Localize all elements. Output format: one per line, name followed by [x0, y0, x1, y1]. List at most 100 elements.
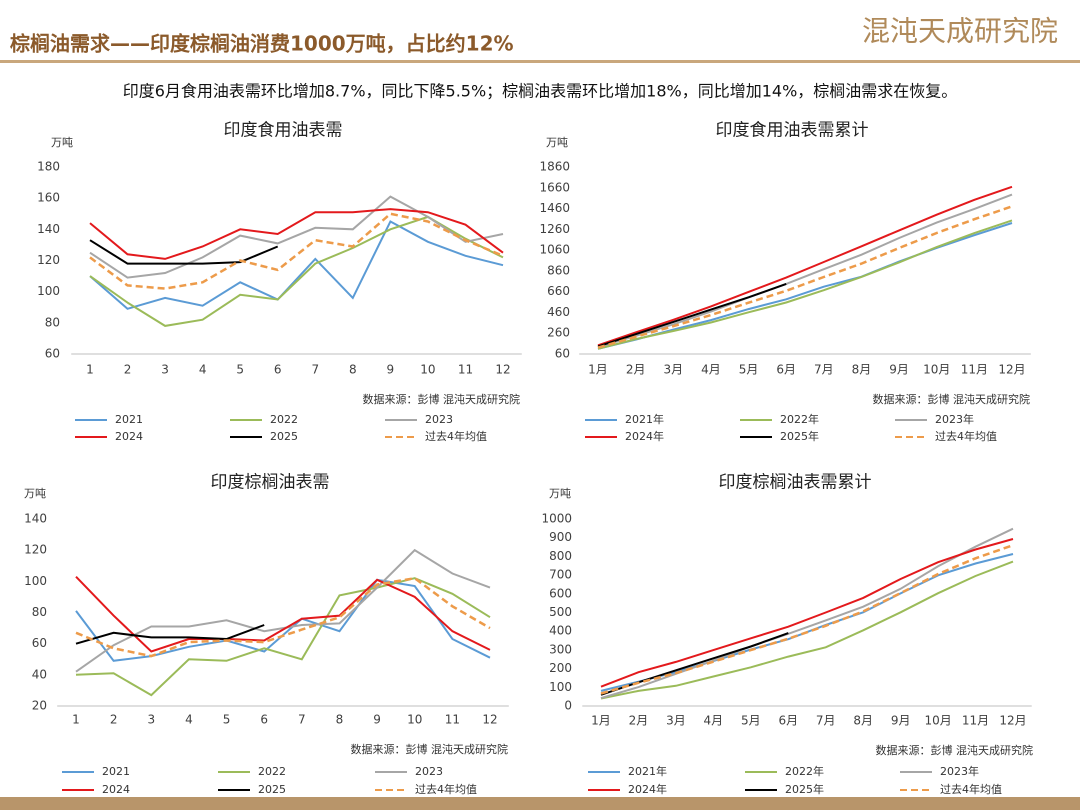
y-tick-label: 500: [549, 605, 572, 619]
x-tick-label: 5月: [739, 363, 759, 377]
y-tick-label: 600: [549, 586, 572, 600]
legend-label: 2021年: [625, 412, 664, 426]
x-tick-label: 2月: [629, 714, 649, 728]
legend-label: 2025: [270, 430, 298, 443]
x-tick-label: 6月: [776, 363, 796, 377]
x-tick-label: 12月: [998, 363, 1025, 377]
x-tick-label: 6月: [778, 714, 798, 728]
y-axis-unit: 万吨: [24, 487, 46, 500]
legend-label: 过去4年均值: [935, 429, 997, 443]
series-line: [597, 282, 787, 348]
series-line: [89, 239, 279, 265]
legend-label: 2023: [425, 413, 453, 426]
series-line: [597, 185, 1013, 347]
source-note: 数据来源：彭博 混沌天成研究院: [876, 743, 1034, 757]
x-tick-label: 10月: [924, 714, 951, 728]
y-tick-label: 140: [24, 512, 47, 526]
x-tick-label: 7月: [816, 714, 836, 728]
series-line: [75, 548, 491, 673]
series-line: [600, 544, 1014, 695]
legend-label: 2022: [270, 413, 298, 426]
y-tick-label: 120: [37, 253, 60, 267]
x-tick-label: 9: [373, 713, 381, 727]
legend-label: 2025: [258, 783, 286, 796]
x-tick-label: 4: [199, 363, 207, 377]
header-title: 棕榈油需求——印度棕榈油消费1000万吨，占比约12%: [10, 32, 514, 56]
x-tick-label: 11: [445, 713, 460, 727]
footer-bar: [0, 797, 1080, 810]
legend-label: 2024: [115, 430, 143, 443]
x-tick-label: 5: [236, 363, 244, 377]
x-tick-label: 1月: [591, 714, 611, 728]
x-tick-label: 6: [260, 713, 268, 727]
series-line: [597, 205, 1013, 349]
x-tick-label: 7: [311, 363, 319, 377]
series-line: [75, 578, 491, 662]
y-tick-label: 120: [24, 543, 47, 557]
x-tick-label: 3月: [666, 714, 686, 728]
y-tick-label: 200: [549, 661, 572, 675]
x-tick-label: 9: [387, 363, 395, 377]
x-tick-label: 3: [161, 363, 169, 377]
source-note: 数据来源：彭博 混沌天成研究院: [873, 392, 1031, 406]
series-line: [89, 212, 504, 290]
y-tick-label: 700: [549, 568, 572, 582]
x-tick-label: 2: [110, 713, 118, 727]
y-tick-label: 1860: [539, 160, 570, 174]
y-tick-label: 60: [32, 636, 47, 650]
y-tick-label: 40: [32, 667, 47, 681]
y-tick-label: 100: [549, 680, 572, 694]
x-tick-label: 6: [274, 363, 282, 377]
x-tick-label: 8月: [853, 714, 873, 728]
x-tick-label: 5: [223, 713, 231, 727]
series-line: [75, 577, 491, 697]
x-tick-label: 7: [298, 713, 306, 727]
legend-label: 2023年: [935, 412, 974, 426]
series-line: [600, 553, 1014, 692]
y-axis-unit: 万吨: [549, 487, 571, 500]
series-line: [600, 632, 789, 696]
chart-title: 印度食用油表需累计: [716, 121, 869, 141]
legend-label: 2025年: [785, 782, 824, 796]
series-line: [75, 576, 491, 658]
legend-label: 2024年: [625, 429, 664, 443]
x-tick-label: 9月: [891, 714, 911, 728]
y-tick-label: 60: [45, 347, 60, 361]
y-tick-label: 180: [37, 160, 60, 174]
x-tick-label: 10: [420, 363, 435, 377]
legend-label: 2022: [258, 765, 286, 778]
y-tick-label: 460: [547, 305, 570, 319]
y-tick-label: 80: [32, 605, 47, 619]
x-tick-label: 8: [336, 713, 344, 727]
x-tick-label: 3月: [663, 363, 683, 377]
source-note: 数据来源：彭博 混沌天成研究院: [351, 742, 509, 756]
header-rule: [0, 60, 1080, 63]
series-line: [597, 193, 1013, 349]
legend-label: 2023年: [940, 764, 979, 778]
legend-label: 2021: [115, 413, 143, 426]
x-tick-label: 4月: [701, 363, 721, 377]
y-tick-label: 400: [549, 624, 572, 638]
x-tick-label: 2: [124, 363, 132, 377]
series-line: [89, 208, 504, 260]
y-tick-label: 80: [45, 315, 60, 329]
y-tick-label: 140: [37, 222, 60, 236]
x-tick-label: 3: [147, 713, 155, 727]
x-tick-label: 1: [72, 713, 80, 727]
x-tick-label: 10: [407, 713, 422, 727]
chart-title: 印度棕榈油表需累计: [719, 473, 872, 493]
series-line: [600, 560, 1014, 700]
legend-label: 2024: [102, 783, 130, 796]
y-tick-label: 300: [549, 642, 572, 656]
x-tick-label: 1月: [588, 363, 608, 377]
chart-title: 印度食用油表需: [224, 121, 343, 141]
legend-label: 2022年: [780, 412, 819, 426]
y-tick-label: 860: [547, 263, 570, 277]
series-line: [597, 219, 1013, 350]
chart-title: 印度棕榈油表需: [211, 473, 330, 493]
legend-label: 过去4年均值: [415, 782, 477, 796]
y-tick-label: 660: [547, 284, 570, 298]
y-tick-label: 1260: [539, 222, 570, 236]
x-tick-label: 11月: [961, 363, 988, 377]
y-tick-label: 160: [37, 191, 60, 205]
